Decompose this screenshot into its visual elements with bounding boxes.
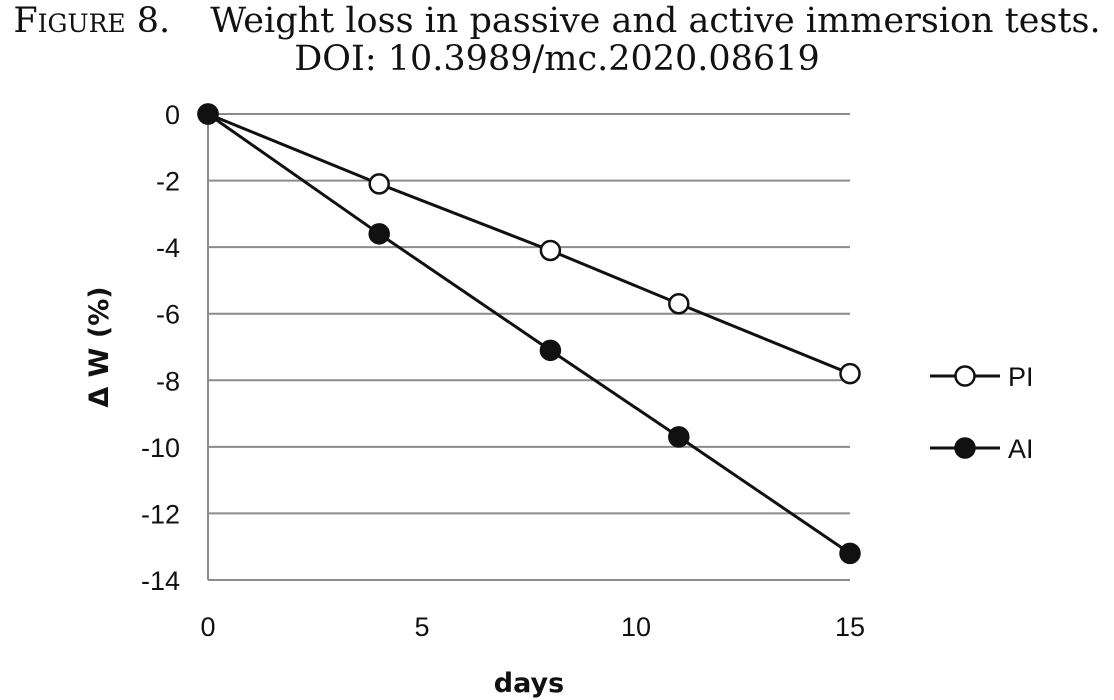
y-tick-label: -8 bbox=[156, 366, 180, 396]
x-tick-labels: 0 5 10 15 bbox=[200, 612, 865, 642]
y-tick-label: -6 bbox=[156, 300, 180, 330]
data-point-ai bbox=[539, 339, 562, 362]
y-tick-label: -14 bbox=[141, 566, 180, 596]
x-axis-title: days bbox=[494, 668, 564, 699]
data-point-ai bbox=[839, 542, 861, 565]
legend-marker-pi bbox=[954, 365, 976, 387]
series-group bbox=[197, 103, 861, 565]
legend: PI AI bbox=[930, 362, 1034, 464]
x-tick-label: 5 bbox=[414, 612, 429, 642]
y-tick-label: -4 bbox=[156, 233, 180, 263]
figure-caption: Figure 8. Weight loss in passive and acti… bbox=[0, 2, 1114, 78]
y-tick-label: -2 bbox=[156, 167, 180, 197]
y-tick-label: 0 bbox=[165, 100, 180, 130]
data-point-pi bbox=[368, 173, 390, 195]
data-point-pi bbox=[668, 292, 690, 315]
data-point-ai bbox=[668, 426, 690, 448]
legend-label-ai: AI bbox=[1008, 434, 1034, 464]
y-tick-label: -10 bbox=[141, 433, 180, 463]
caption-text: Weight loss in passive and active immers… bbox=[210, 1, 1101, 41]
y-axis-title: Δ W (%) bbox=[84, 286, 115, 407]
caption-doi: DOI: 10.3989/mc.2020.08619 bbox=[294, 39, 820, 79]
x-tick-label: 0 bbox=[200, 612, 215, 642]
gridlines bbox=[208, 113, 850, 581]
legend-label-pi: PI bbox=[1008, 362, 1034, 392]
x-tick-label: 15 bbox=[835, 612, 865, 642]
data-point-ai bbox=[197, 103, 219, 125]
figure-label: Figure 8. bbox=[13, 1, 171, 41]
data-point-pi bbox=[539, 239, 562, 262]
x-tick-label: 10 bbox=[621, 612, 651, 642]
y-tick-labels: 0 -2 -4 -6 -8 -10 -12 -14 bbox=[141, 100, 180, 596]
legend-marker-ai bbox=[954, 437, 976, 459]
data-point-pi bbox=[839, 362, 861, 385]
data-point-ai bbox=[368, 223, 390, 245]
caption-line-1: Figure 8. Weight loss in passive and acti… bbox=[0, 2, 1114, 40]
y-tick-label: -12 bbox=[141, 499, 180, 529]
